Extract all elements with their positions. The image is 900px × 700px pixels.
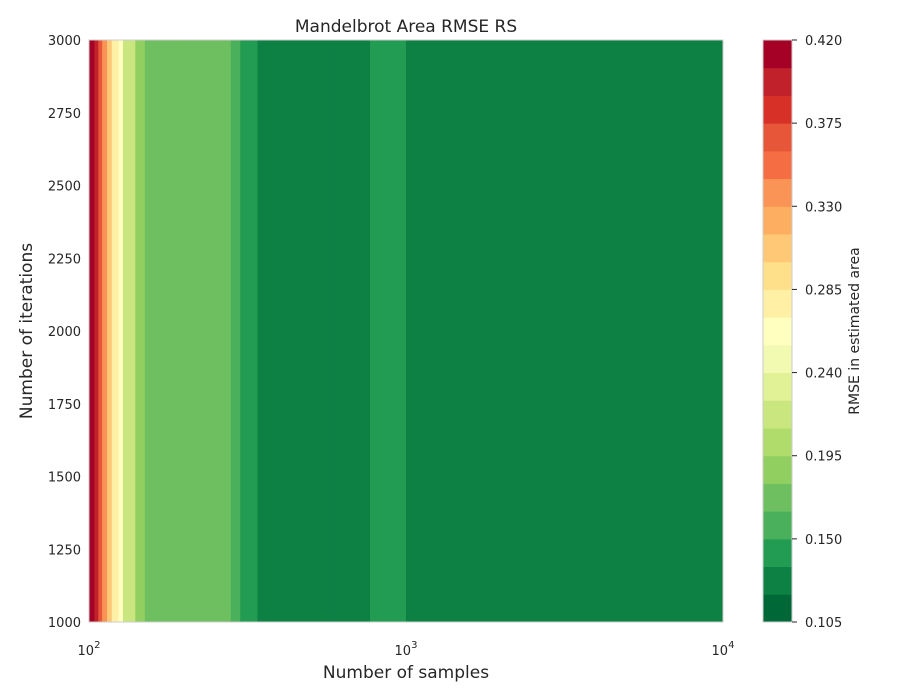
contour-band [118, 40, 124, 622]
colorbar-segment [763, 566, 792, 595]
colorbar-segment [763, 150, 792, 180]
contour-band [98, 40, 103, 622]
colorbar-segment [763, 594, 792, 623]
colorbar [763, 40, 792, 623]
colorbar-segment [763, 234, 792, 263]
colorbar-frame [762, 39, 793, 623]
contour-band [370, 40, 407, 622]
y-tick-label: 3000 [48, 34, 81, 49]
colorbar-tick-label: 0.285 [805, 283, 842, 298]
colorbar-segment [763, 206, 792, 235]
colorbar-tick-label: 0.375 [805, 117, 842, 132]
contour-band [406, 40, 723, 622]
contour-band [197, 40, 232, 622]
colorbar-segment [763, 40, 792, 69]
colorbar-ticks: 0.105 0.150 0.195 0.240 0.285 0.330 0.375 0.420 [792, 34, 842, 631]
x-tick-label: 103 [395, 640, 418, 659]
contour-band [102, 40, 108, 622]
colorbar-tick-label: 0.420 [805, 34, 842, 49]
y-tick-label: 2250 [48, 252, 81, 267]
contour-band [169, 40, 178, 622]
colorbar-segment [763, 289, 792, 318]
contour-band [177, 40, 199, 622]
colorbar-segment [763, 511, 792, 540]
colorbar-segment [763, 261, 792, 290]
contour-band [257, 40, 337, 622]
x-axis-ticks: 102 103 104 [78, 640, 735, 659]
colorbar-label: RMSE in estimated area [847, 247, 863, 414]
colorbar-tick-label: 0.105 [805, 616, 842, 631]
plot-frame [88, 39, 724, 623]
y-axis-ticks: 1000 1250 1500 1750 2000 2250 2500 2750 3000 [48, 34, 81, 631]
contour-band [144, 40, 171, 622]
contour-band [230, 40, 241, 622]
y-axis-label: Number of iterations [17, 243, 37, 419]
colorbar-segment [763, 344, 792, 374]
x-axis-label: Number of samples [323, 663, 489, 683]
colorbar-tick-label: 0.330 [805, 200, 842, 215]
y-tick-label: 2750 [48, 107, 81, 122]
y-tick-label: 1000 [48, 616, 81, 631]
plot-area [89, 40, 723, 622]
colorbar-segment [763, 67, 792, 96]
y-tick-label: 1750 [48, 398, 81, 413]
colorbar-segment [763, 483, 792, 512]
x-tick-label: 102 [78, 640, 101, 659]
colorbar-segment [763, 317, 792, 346]
colorbar-segment [763, 428, 792, 457]
colorbar-segment [763, 178, 792, 207]
colorbar-tick-label: 0.150 [805, 533, 842, 548]
x-tick-label: 104 [712, 640, 735, 659]
colorbar-segment [763, 400, 792, 429]
y-tick-label: 1250 [48, 543, 81, 558]
contour-band [335, 40, 371, 622]
contour-band [94, 40, 99, 622]
colorbar-segment [763, 372, 792, 401]
chart-title: Mandelbrot Area RMSE RS [295, 17, 517, 37]
y-tick-label: 1500 [48, 471, 81, 486]
colorbar-tick-label: 0.195 [805, 450, 842, 465]
contour-band [135, 40, 146, 622]
colorbar-segment [763, 123, 792, 152]
colorbar-tick-label: 0.240 [805, 367, 842, 382]
y-tick-label: 2500 [48, 180, 81, 195]
y-tick-label: 2000 [48, 325, 81, 340]
contour-band [122, 40, 136, 622]
contour-band [107, 40, 113, 622]
colorbar-segment [763, 95, 792, 124]
contour-band [240, 40, 259, 622]
contour-band [111, 40, 120, 622]
colorbar-segment [763, 455, 792, 484]
contour-band [89, 40, 95, 622]
colorbar-segment [763, 538, 792, 568]
